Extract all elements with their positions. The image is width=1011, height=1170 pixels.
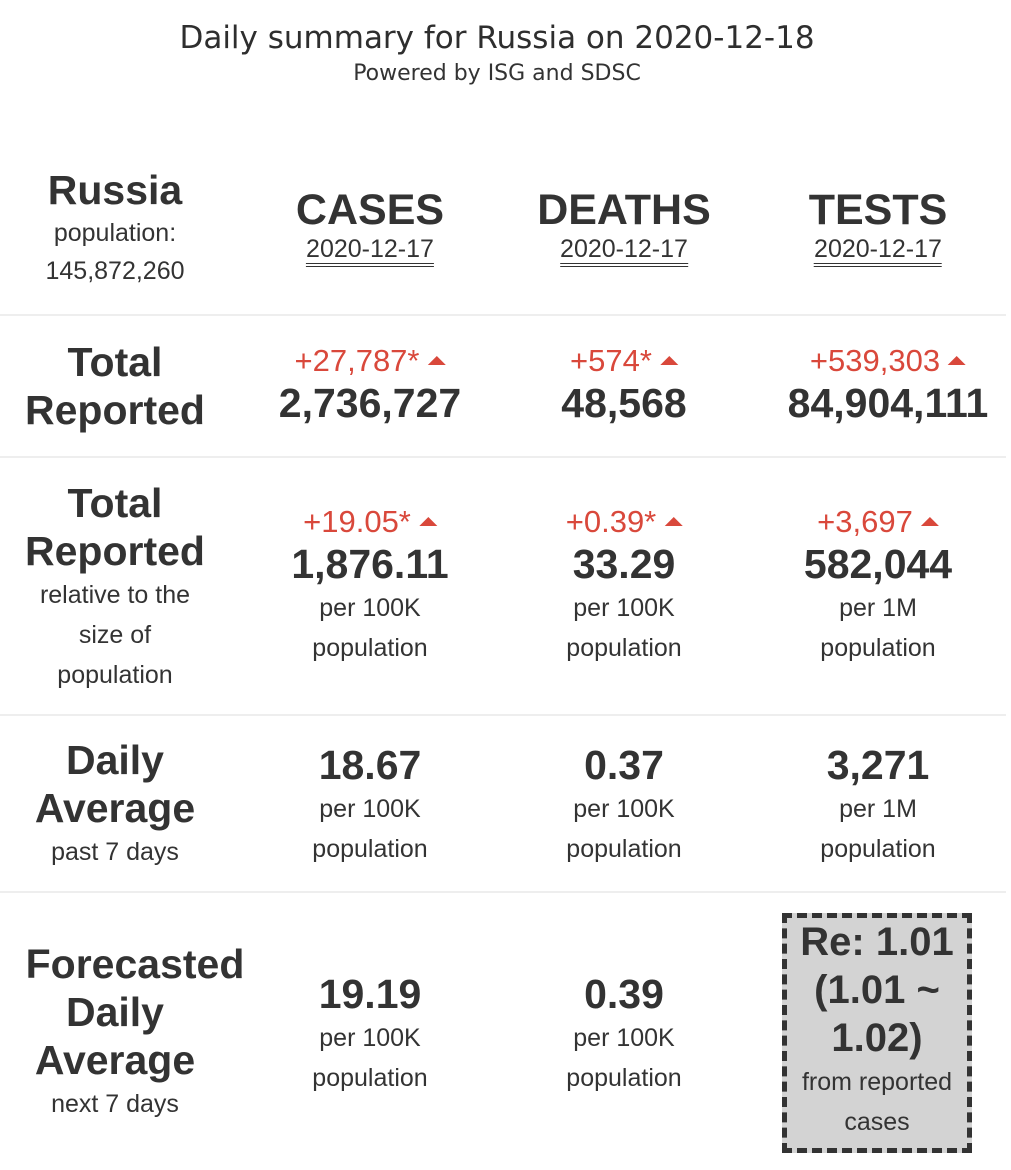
- triangle-up-icon: [427, 356, 446, 366]
- column-label: DEATHS: [537, 186, 711, 234]
- row-divider: [0, 891, 1006, 893]
- total-deaths-cell: +574* 48,568: [561, 343, 686, 427]
- re-range: 1.02): [831, 1016, 923, 1060]
- population-label: population:: [53, 219, 177, 247]
- daily-deaths-cell: 0.37 per 100K population: [566, 741, 681, 869]
- row-label-total: Total Reported: [25, 338, 205, 434]
- row-sublabel: past 7 days: [51, 838, 179, 866]
- forecast-deaths-cell: 0.39 per 100K population: [566, 970, 681, 1098]
- daily-value: 0.37: [584, 742, 664, 788]
- column-header-deaths: DEATHS 2020-12-17: [537, 186, 711, 267]
- column-date: 2020-12-17: [814, 235, 942, 267]
- unit-label: population: [820, 634, 936, 662]
- row-divider: [0, 456, 1006, 458]
- row-label-line: Forecasted: [25, 941, 245, 987]
- total-value: 48,568: [561, 380, 687, 426]
- daily-cases-cell: 18.67 per 100K population: [312, 741, 427, 869]
- page-subtitle: Powered by ISG and SDSC: [353, 61, 641, 86]
- daily-value: 3,271: [826, 742, 930, 788]
- column-date: 2020-12-17: [306, 235, 434, 267]
- row-sublabel: relative to the: [39, 581, 191, 609]
- unit-label: population: [312, 835, 428, 863]
- row-sublabel: next 7 days: [51, 1090, 179, 1118]
- daily-tests-cell: 3,271 per 1M population: [820, 741, 935, 869]
- total-value: 84,904,111: [787, 380, 989, 426]
- triangle-up-icon: [664, 517, 683, 527]
- total-value: 2,736,727: [278, 380, 462, 426]
- row-sublabel: size of: [78, 621, 152, 649]
- unit-label: population: [566, 634, 682, 662]
- delta-value: +539,303: [809, 343, 941, 378]
- re-source: cases: [844, 1108, 910, 1136]
- forecast-cases-cell: 19.19 per 100K population: [312, 970, 427, 1098]
- row-label-line: Reported: [25, 387, 205, 433]
- population-value: 145,872,260: [45, 257, 185, 285]
- unit-label: per 100K: [573, 1024, 675, 1052]
- delta-value: +3,697: [817, 504, 913, 539]
- column-header-cases: CASES 2020-12-17: [295, 186, 445, 267]
- triangle-up-icon: [418, 517, 437, 527]
- row-divider: [0, 714, 1006, 716]
- delta-value: +0.39*: [565, 504, 657, 539]
- row-label-forecast: Forecasted: [26, 940, 245, 988]
- forecast-value: 19.19: [318, 971, 422, 1017]
- column-label: CASES: [295, 186, 445, 234]
- unit-label: per 1M: [839, 795, 917, 823]
- unit-label: population: [566, 1064, 682, 1092]
- row-label-forecast-rest: Daily Average next 7 days: [35, 988, 195, 1124]
- relative-deaths-cell: +0.39* 33.29 per 100K population: [566, 504, 683, 668]
- total-cases-cell: +27,787* 2,736,727: [279, 343, 461, 427]
- delta-value: +574*: [570, 343, 652, 378]
- triangle-up-icon: [659, 356, 678, 366]
- country-cell: Russia population: 145,872,260: [45, 166, 184, 290]
- column-header-tests: TESTS 2020-12-17: [808, 186, 948, 267]
- unit-label: population: [312, 634, 428, 662]
- unit-label: population: [312, 1064, 428, 1092]
- row-label-daily: Daily Average past 7 days: [35, 736, 195, 872]
- triangle-up-icon: [920, 517, 939, 527]
- re-value: Re: 1.01: [800, 920, 954, 964]
- row-label-line: Daily: [65, 989, 164, 1035]
- row-label-line: Average: [34, 785, 196, 831]
- unit-label: per 100K: [319, 1024, 421, 1052]
- forecast-value: 0.39: [584, 971, 664, 1017]
- unit-label: population: [820, 835, 936, 863]
- delta-value: +27,787*: [294, 343, 420, 378]
- unit-label: per 100K: [573, 594, 675, 622]
- relative-tests-cell: +3,697 582,044 per 1M population: [804, 504, 952, 668]
- row-label-line: Reported: [25, 528, 205, 574]
- re-source: from reported: [801, 1068, 953, 1096]
- row-label-relative: Total Reported relative to the size of p…: [25, 479, 205, 695]
- relative-cases-cell: +19.05* 1,876.11 per 100K population: [291, 504, 448, 668]
- delta-value: +19.05*: [303, 504, 411, 539]
- relative-value: 1,876.11: [291, 541, 449, 587]
- unit-label: per 100K: [573, 795, 675, 823]
- row-sublabel: population: [57, 661, 173, 689]
- row-label-line: Total: [67, 480, 163, 526]
- unit-label: per 100K: [319, 594, 421, 622]
- column-date: 2020-12-17: [560, 235, 688, 267]
- re-estimate-box: Re: 1.01 (1.01 ~ 1.02) from reported cas…: [782, 913, 972, 1153]
- unit-label: per 100K: [319, 795, 421, 823]
- page-title: Daily summary for Russia on 2020-12-18: [179, 20, 815, 56]
- column-label: TESTS: [808, 186, 948, 234]
- total-tests-cell: +539,303 84,904,111: [788, 343, 989, 427]
- relative-value: 33.29: [572, 541, 676, 587]
- row-divider: [0, 314, 1006, 316]
- daily-value: 18.67: [318, 742, 422, 788]
- triangle-up-icon: [948, 356, 967, 366]
- row-label-line: Average: [34, 1037, 196, 1083]
- unit-label: per 1M: [839, 594, 917, 622]
- re-range: (1.01 ~: [814, 968, 940, 1012]
- country-name: Russia: [47, 167, 183, 213]
- row-label-line: Daily: [65, 737, 164, 783]
- relative-value: 582,044: [803, 541, 953, 587]
- row-label-line: Total: [67, 339, 163, 385]
- unit-label: population: [566, 835, 682, 863]
